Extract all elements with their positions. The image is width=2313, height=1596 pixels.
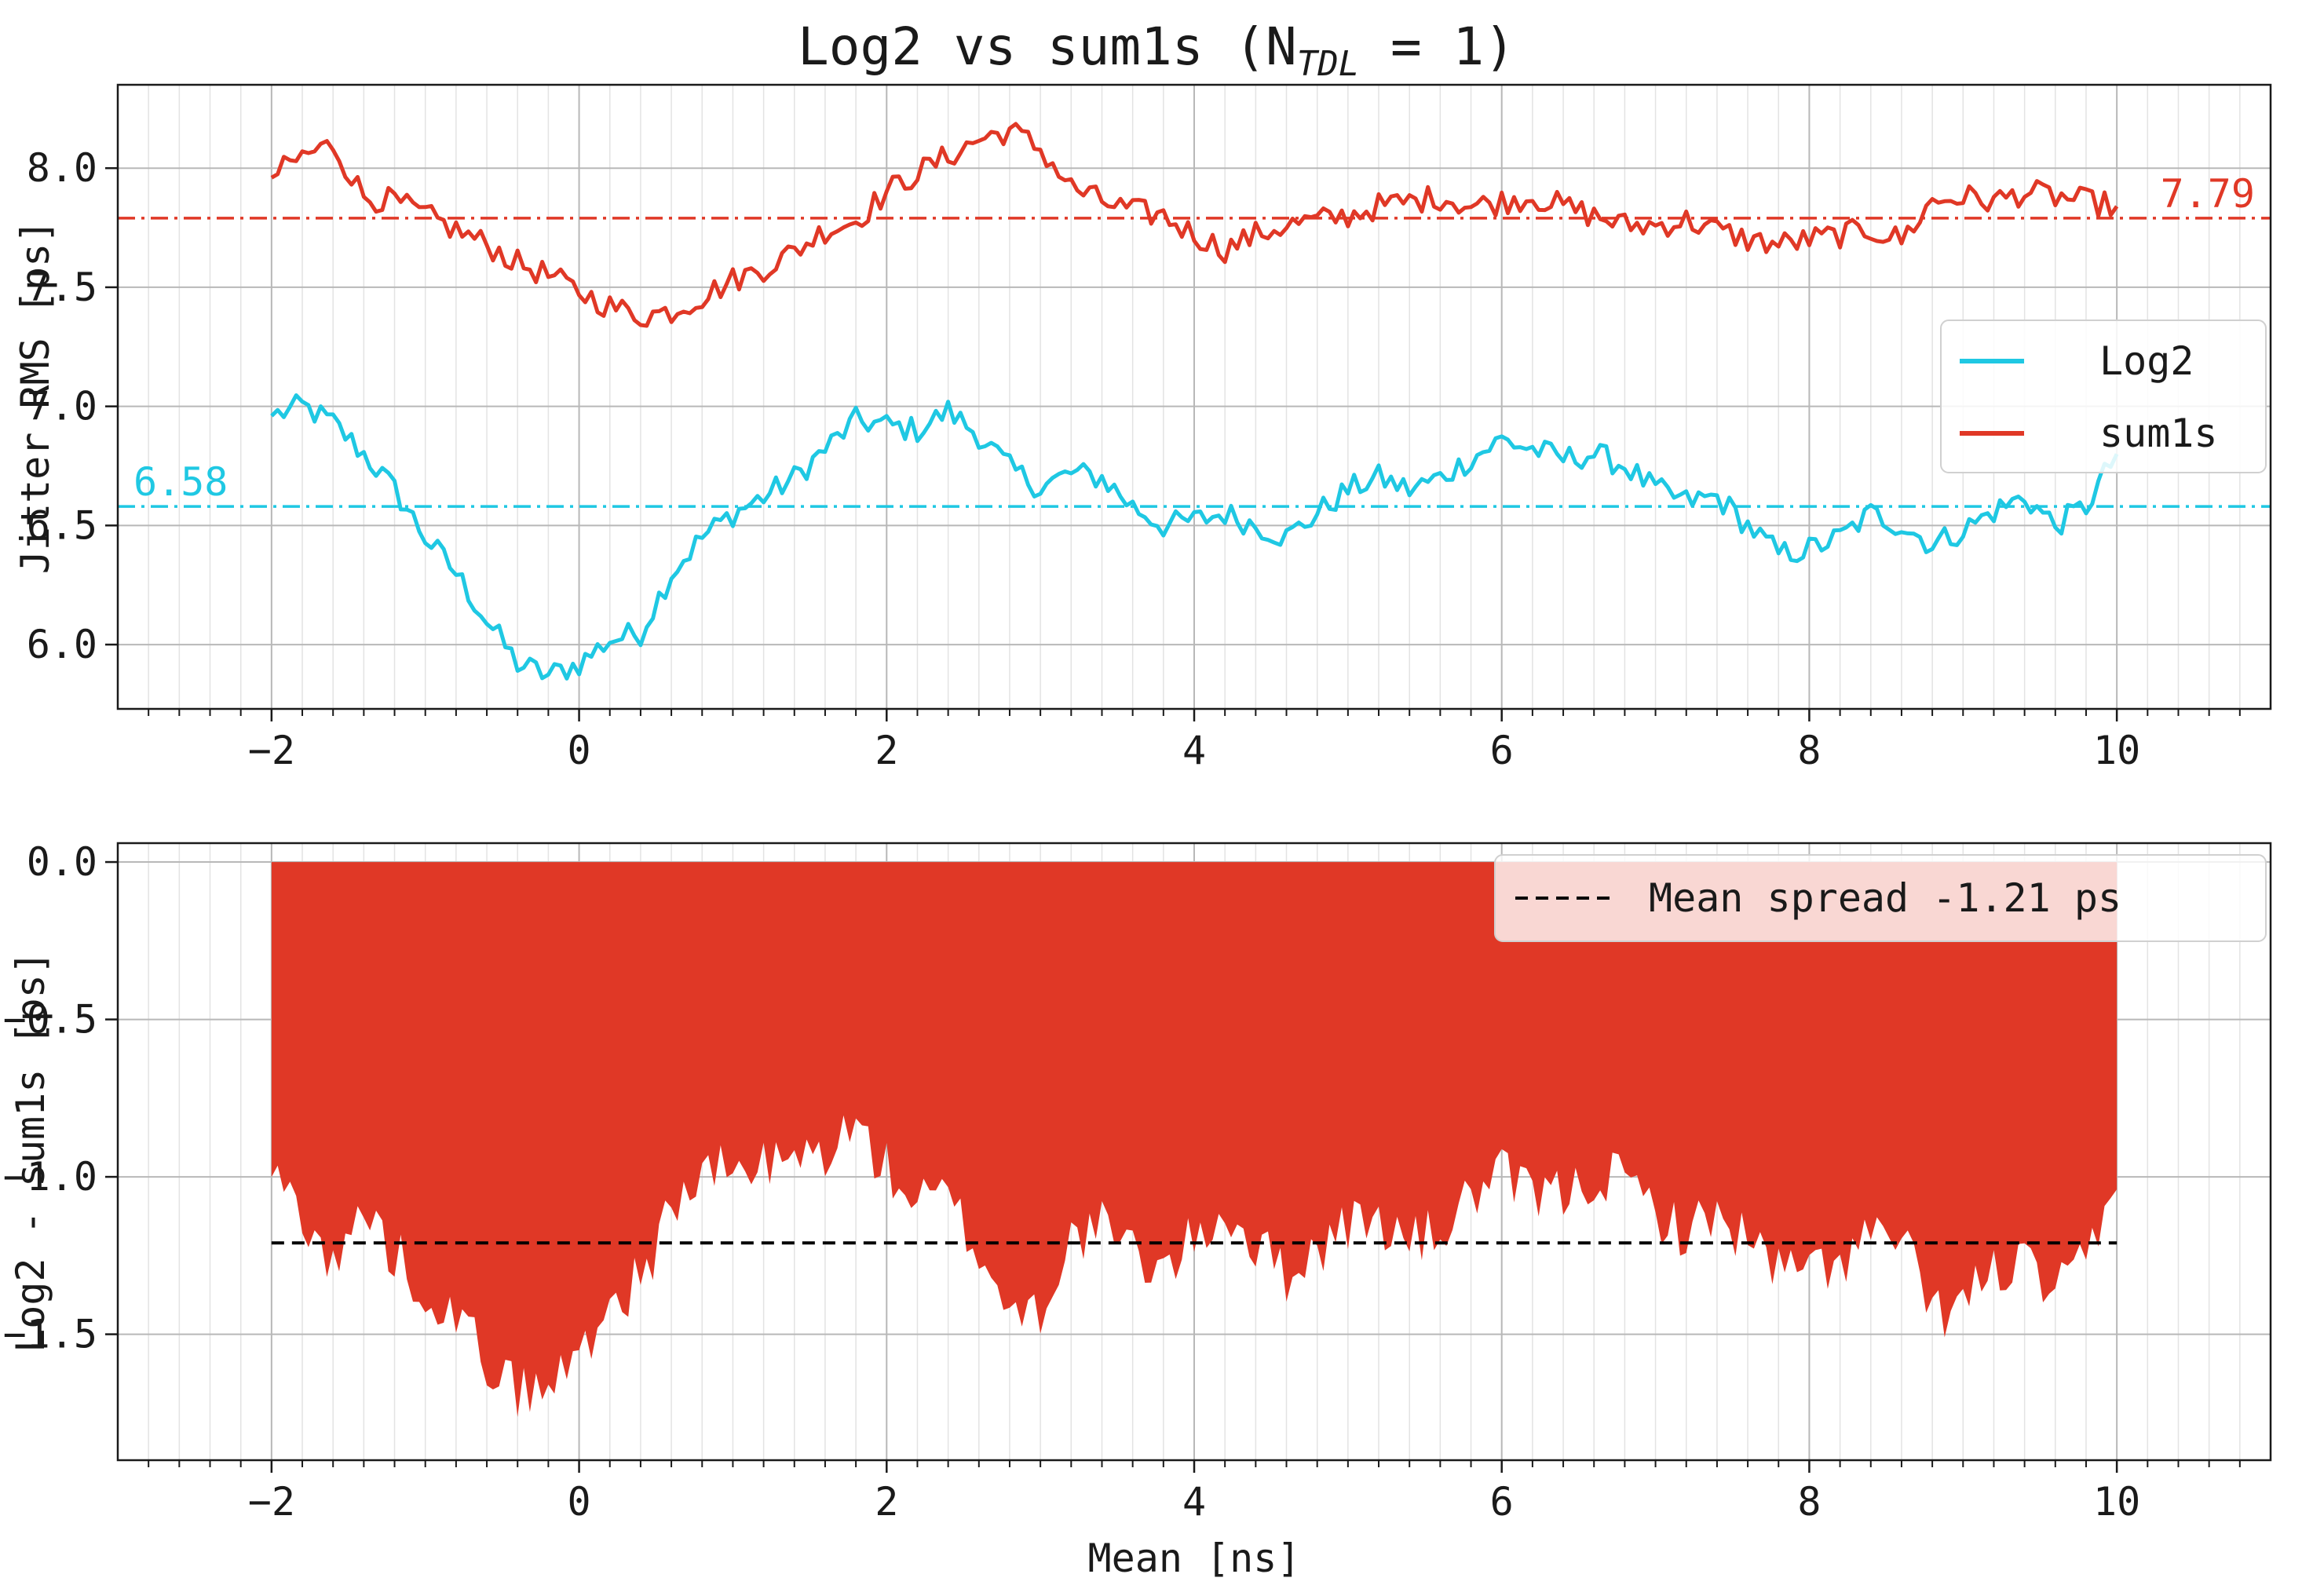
- sum1s-mean-label: 7.79: [2161, 171, 2255, 217]
- y-tick-label: −1.0: [3, 1154, 97, 1200]
- y-tick-label: 0.0: [27, 839, 97, 885]
- bottom-axis-ticks: −2 0 2 4 6 8 10 −1.5 −1.0 −0.5 0.0: [3, 839, 2241, 1525]
- title-main: Log2 vs sum1s (N: [798, 16, 1297, 77]
- x-tick-label: 4: [1182, 728, 1206, 773]
- title-suffix: = 1): [1359, 16, 1515, 77]
- x-tick-label: 8: [1797, 728, 1821, 773]
- sum1s-series-line: [270, 122, 2119, 328]
- top-series-lines: [270, 122, 2119, 681]
- bottom-y-axis-label: Log2 - sum1s [ps]: [8, 951, 53, 1353]
- y-tick-label: 7.5: [27, 265, 97, 310]
- bottom-legend-box: [1494, 854, 2267, 942]
- x-tick-label: 10: [2093, 1479, 2140, 1525]
- x-tick-label: 0: [568, 1479, 591, 1525]
- top-axis-ticks: −2 0 2 4 6 8 10 6.0 6.5 7.0 7.5 8.0: [27, 145, 2241, 773]
- difference-area: [271, 862, 2118, 1417]
- bottom-x-axis-label: Mean [ns]: [1088, 1536, 1301, 1581]
- bottom-legend: Mean spread -1.21 ps: [1494, 854, 2267, 942]
- legend-label-mean-spread: Mean spread -1.21 ps: [1649, 875, 2121, 921]
- y-tick-label: 6.0: [27, 622, 97, 667]
- x-tick-label: 8: [1797, 1479, 1821, 1525]
- x-tick-label: −2: [248, 728, 295, 773]
- y-tick-label: −1.5: [3, 1312, 97, 1357]
- x-tick-label: 6: [1490, 1479, 1514, 1525]
- chart-title: Log2 vs sum1s (NTDL = 1): [798, 16, 1515, 84]
- x-tick-label: 2: [875, 728, 898, 773]
- x-tick-label: 0: [568, 728, 591, 773]
- top-y-axis-label: Jitter RMS [ps]: [13, 220, 58, 575]
- x-tick-label: −2: [248, 1479, 295, 1525]
- bottom-panel: −2 0 2 4 6 8 10 −1.5 −1.0 −0.5 0.0 Mean spread -1.…: [3, 839, 2272, 1581]
- top-reference-lines: 6.58 7.79: [118, 171, 2271, 508]
- y-tick-label: −0.5: [3, 997, 97, 1043]
- x-tick-label: 10: [2093, 728, 2140, 773]
- legend-label-log2: Log2: [2099, 338, 2194, 384]
- title-subscript: TDL: [1297, 44, 1359, 84]
- x-tick-label: 2: [875, 1479, 898, 1525]
- log2-mean-label: 6.58: [133, 459, 228, 505]
- x-tick-label: 4: [1182, 1479, 1206, 1525]
- legend-label-sum1s: sum1s: [2099, 411, 2218, 456]
- x-tick-label: 6: [1490, 728, 1514, 773]
- y-tick-label: 6.5: [27, 502, 97, 548]
- top-panel: 6.58 7.79 −2 0 2 4 6 8 10 6.0 6.5 7.0 7.5 8.0 Log2 su…: [13, 83, 2272, 773]
- log2-series-line: [270, 393, 2119, 681]
- top-legend: Log2 sum1s: [1940, 320, 2267, 473]
- y-tick-label: 8.0: [27, 145, 97, 191]
- top-minor-grid: [148, 85, 2241, 709]
- y-tick-label: 7.0: [27, 384, 97, 429]
